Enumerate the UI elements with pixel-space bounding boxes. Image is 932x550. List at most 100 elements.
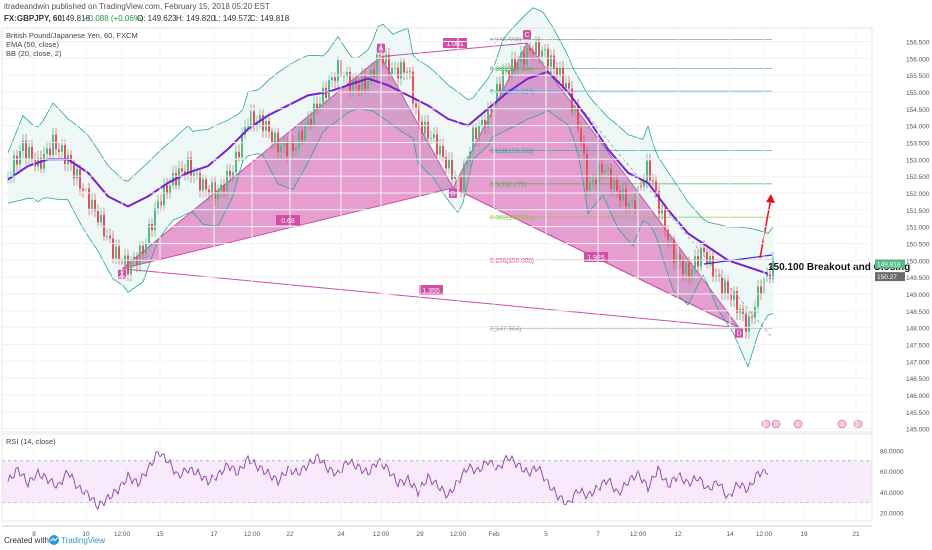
candle-body [376,54,378,77]
candle-body [502,70,504,92]
candle-body [409,71,411,73]
candle-body [337,60,339,81]
price-tick-label: 145.000 [906,427,930,434]
time-tick-label: 8 [32,531,36,538]
event-marker-icon[interactable] [837,419,847,429]
rsi-pane[interactable]: 80.0000 60.0000 40.0000 20.0000 [2,448,904,518]
harmonic-xd-line [121,268,740,329]
candle-body [592,179,594,183]
candle-body [415,103,417,108]
ratio-label: 1.355 [422,288,440,295]
candle-body [568,82,570,89]
price-tick-label: 148.000 [906,326,930,333]
time-tick-label: 21 [852,531,860,538]
candle-body [610,168,612,189]
event-marker-icon[interactable] [771,419,781,429]
fib-level-label: 0(147.984) [490,326,521,333]
candle-body [211,182,213,194]
close-value: C: 149.818 [250,14,290,23]
candle-body [589,182,591,191]
tradingview-logo-icon [49,535,59,545]
time-tick-label: 12 [674,531,682,538]
rsi-line [7,451,769,511]
candle-body [214,182,216,200]
candle-body [526,47,528,65]
candle-body [319,103,321,110]
candle-body [697,256,699,267]
candle-body [478,125,480,140]
candle-body [253,111,255,126]
candle-body [49,148,51,156]
candle-body [106,235,108,237]
time-tick-label: Feb [488,531,500,538]
candle-body [631,200,633,203]
candle-body [661,208,663,214]
candle-body [520,52,522,63]
price-pane[interactable]: 1(156.559)0.886(155.7xx)0.786(155.024)0.… [7,7,910,429]
candle-body [343,76,345,77]
price-tick-label: 149.000 [906,292,930,299]
candle-body [190,157,192,177]
candle-body [649,160,651,181]
candle-body [439,145,441,155]
event-marker-icon[interactable] [761,419,771,429]
candle-body [40,157,42,169]
price-tick-label: 153.000 [906,157,930,164]
candle-body [586,153,588,191]
candle-body [391,67,393,74]
candle-body [148,223,150,244]
ratio-badge [584,252,608,262]
harmonic-point-label: C [524,32,529,39]
legend-bb[interactable]: BB (20, close, 2) [6,49,62,58]
footer-brand[interactable]: TradingView [61,536,105,545]
candle-body [268,121,270,132]
candle-body [25,140,27,159]
legend-rsi[interactable]: RSI (14, close) [6,437,56,446]
breakout-annotation: 150.100 Breakout and Closing [768,262,910,273]
ema-line [7,70,769,275]
candle-body [460,177,462,191]
candle-body [232,172,234,178]
candle-body [772,258,774,279]
candle-body [286,142,288,157]
candle-body [724,281,726,294]
symbol-line: FX:GBPJPY, 60 149.818 +0.088 (+0.06%) O:… [4,14,290,23]
candle-body [625,189,627,207]
price-axis-marker-label: 149.818 [877,261,901,268]
candle-body [79,169,81,189]
candle-body [550,55,552,67]
candle-body [421,121,423,134]
candle-body [448,159,450,169]
legend-instrument: British Pound/Japanese Yen, 60, FXCM [6,31,138,40]
candle-body [556,68,558,76]
candle-body [688,262,690,278]
price-tick-label: 154.000 [906,124,930,131]
candle-body [322,87,324,104]
candle-body [646,160,648,182]
candle-body [388,54,390,74]
candle-body [73,163,75,179]
harmonic-point-marker [735,328,743,338]
indicator-legend[interactable]: British Pound/Japanese Yen, 60, FXCM EMA… [6,31,138,58]
footer: Created with TradingView [4,535,105,545]
candle-body [91,199,93,209]
candle-body [601,164,603,173]
ratio-badge [443,38,467,48]
candle-body [103,214,105,237]
candle-body [280,145,282,153]
candle-body [499,83,501,92]
candle-body [562,67,564,89]
candle-body [115,246,117,259]
candle-body [673,239,675,263]
candle-body [469,151,471,161]
candle-body [193,173,195,177]
legend-ema[interactable]: EMA (50, close) [6,40,59,49]
event-marker-icon[interactable] [793,419,803,429]
candle-body [463,163,465,191]
candle-body [718,275,720,277]
candle-body [727,281,729,294]
event-marker-icon[interactable] [853,419,863,429]
time-tick-label: 12:00 [244,531,261,538]
price-tick-label: 150.000 [906,258,930,265]
